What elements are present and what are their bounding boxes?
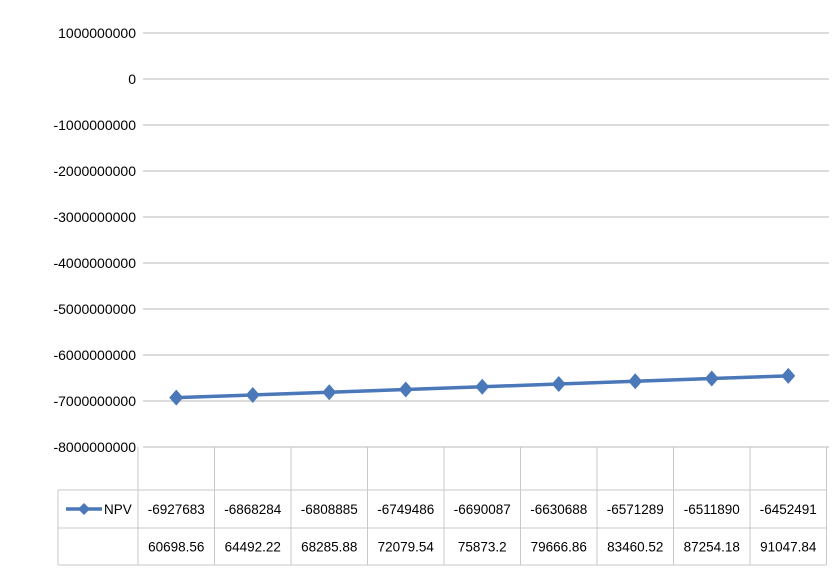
x-category-label: 68285.88 <box>301 540 357 555</box>
table-cell-npv: -6808885 <box>301 502 358 517</box>
x-category-label: 87254.18 <box>684 540 740 555</box>
npv-data-point <box>628 373 643 390</box>
y-tick-label: -5000000000 <box>53 301 136 317</box>
table-cell-npv: -6630688 <box>530 502 587 517</box>
npv-data-point <box>169 389 184 406</box>
table-cell-npv: -6927683 <box>148 502 205 517</box>
gridlines <box>143 32 829 448</box>
y-tick-label: -3000000000 <box>53 209 136 225</box>
x-category-label: 72079.54 <box>378 540 435 555</box>
legend-label: NPV <box>104 502 132 517</box>
table-cell-npv: -6452491 <box>760 502 817 517</box>
npv-data-point <box>781 367 796 384</box>
x-category-label: 75873.2 <box>458 540 507 555</box>
table-cell-npv: -6749486 <box>377 502 434 517</box>
x-category-label: 79666.86 <box>531 540 587 555</box>
table-cell-npv: -6690087 <box>454 502 511 517</box>
legend-diamond-icon <box>78 503 90 515</box>
npv-series <box>169 367 796 406</box>
npv-data-point <box>704 370 719 387</box>
x-category-label: 83460.52 <box>607 540 663 555</box>
x-category-label: 91047.84 <box>760 540 817 555</box>
data-table: NPV -6927683 -6868284 -6808885 -6749486 -6690… <box>57 447 827 566</box>
y-tick-label: 0 <box>128 71 136 87</box>
y-tick-label: -6000000000 <box>53 347 136 363</box>
y-tick-label: -1000000000 <box>53 117 136 133</box>
npv-data-point <box>398 381 413 398</box>
y-axis-tick-labels: 1000000000 0 -1000000000 -2000000000 -300000… <box>53 25 136 455</box>
table-cell-npv: -6511890 <box>684 502 740 517</box>
table-cell-npv: -6571289 <box>607 502 664 517</box>
table-cell-npv: -6868284 <box>224 502 282 517</box>
x-category-label: 64492.22 <box>225 540 281 555</box>
npv-data-point <box>551 376 566 393</box>
npv-data-point <box>322 384 337 401</box>
y-tick-label: 1000000000 <box>58 25 136 41</box>
y-tick-label: -7000000000 <box>53 393 136 409</box>
y-tick-label: -2000000000 <box>53 163 136 179</box>
y-tick-label: -4000000000 <box>53 255 136 271</box>
npv-data-point <box>475 378 490 395</box>
y-tick-label: -8000000000 <box>53 439 136 455</box>
npv-data-point <box>245 386 260 403</box>
x-category-label: 60698.56 <box>148 540 204 555</box>
